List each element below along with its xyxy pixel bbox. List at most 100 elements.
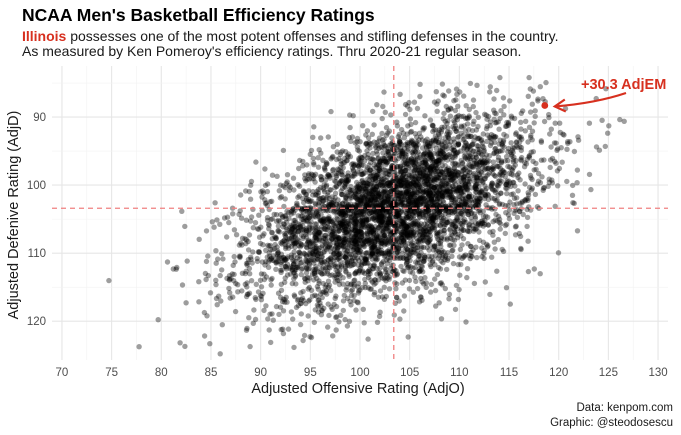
data-point	[296, 228, 302, 234]
data-point	[492, 146, 498, 152]
grid-lines	[52, 66, 668, 360]
data-point	[489, 254, 495, 260]
data-point	[384, 208, 390, 214]
data-point	[326, 264, 332, 270]
chart-subtitle: Illinois possesses one of the most poten…	[22, 29, 558, 59]
data-point	[325, 204, 332, 210]
data-point	[239, 288, 245, 294]
data-point	[396, 210, 402, 217]
data-point	[365, 260, 371, 266]
data-point	[532, 108, 538, 114]
data-point	[411, 209, 418, 215]
data-point	[492, 145, 499, 152]
data-point	[404, 214, 411, 221]
data-point	[297, 253, 303, 259]
data-point	[454, 211, 460, 217]
data-point	[374, 251, 380, 258]
data-point	[485, 222, 491, 228]
data-point	[381, 156, 387, 162]
data-point	[472, 185, 478, 191]
data-point	[450, 171, 457, 177]
x-tick-label: 125	[599, 367, 618, 379]
data-point	[510, 191, 516, 197]
data-point	[370, 108, 376, 115]
data-point	[303, 229, 309, 235]
data-point	[213, 295, 220, 302]
subtitle-line-1-text: possesses one of the most potent offense…	[66, 28, 559, 44]
data-point	[292, 217, 298, 223]
data-point	[443, 252, 449, 259]
data-point	[219, 267, 225, 273]
data-point	[420, 258, 426, 264]
data-point	[377, 167, 383, 173]
data-point	[380, 140, 387, 147]
data-point	[353, 224, 359, 230]
data-point	[439, 194, 446, 200]
data-point	[252, 316, 259, 323]
data-point	[365, 336, 371, 342]
data-point	[418, 267, 424, 273]
data-point	[375, 175, 382, 181]
data-point	[203, 228, 210, 234]
data-point	[232, 259, 238, 265]
data-point	[411, 99, 418, 105]
data-point	[412, 119, 419, 126]
data-point	[402, 157, 408, 163]
data-point	[233, 232, 240, 238]
data-point	[182, 343, 188, 350]
data-point	[419, 186, 426, 193]
data-point	[391, 267, 397, 273]
data-point	[276, 188, 282, 194]
data-point	[279, 239, 286, 245]
data-point	[370, 156, 376, 162]
data-point	[328, 225, 335, 231]
data-point	[325, 257, 331, 263]
data-point	[401, 239, 407, 245]
data-point	[357, 139, 363, 145]
data-point	[440, 217, 446, 224]
data-point	[248, 278, 255, 284]
data-point	[574, 228, 581, 234]
data-point	[395, 155, 402, 162]
data-point	[437, 134, 443, 140]
data-point	[323, 247, 330, 253]
data-point	[431, 176, 437, 183]
data-point	[342, 254, 349, 260]
data-point	[485, 214, 491, 220]
data-point	[403, 179, 409, 186]
data-point	[447, 191, 453, 198]
data-point	[380, 172, 386, 178]
data-point	[340, 215, 346, 221]
data-point	[212, 200, 218, 206]
data-point	[453, 150, 459, 156]
data-point	[524, 223, 530, 230]
data-point	[342, 244, 349, 250]
data-point	[319, 200, 325, 207]
data-point	[346, 318, 353, 324]
data-point	[483, 193, 489, 199]
data-point	[376, 218, 382, 224]
data-point	[440, 142, 446, 148]
data-point	[441, 151, 447, 157]
data-point	[575, 137, 582, 143]
data-point	[437, 240, 444, 247]
data-point	[312, 307, 318, 313]
data-point	[508, 151, 515, 158]
data-point	[314, 188, 320, 195]
data-point	[386, 247, 392, 253]
data-point	[554, 168, 561, 174]
data-point	[452, 306, 459, 313]
data-point	[368, 181, 375, 187]
data-point	[285, 242, 292, 249]
data-point	[409, 221, 416, 227]
data-point	[425, 143, 432, 149]
data-point	[393, 250, 400, 256]
data-point	[343, 268, 349, 274]
data-point	[336, 239, 343, 245]
data-point	[282, 230, 288, 236]
data-point	[461, 93, 467, 99]
data-point	[410, 197, 416, 204]
data-point	[354, 184, 360, 191]
data-point	[434, 101, 440, 107]
data-point	[381, 213, 387, 219]
